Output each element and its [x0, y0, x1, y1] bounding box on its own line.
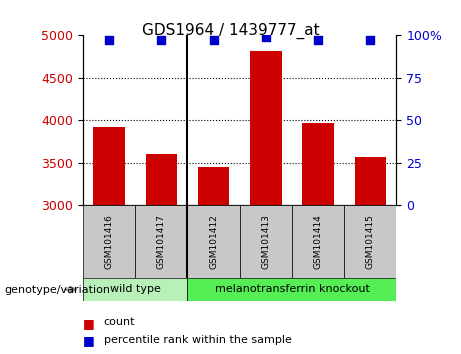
- Text: GDS1964 / 1439777_at: GDS1964 / 1439777_at: [142, 23, 319, 39]
- Text: GSM101413: GSM101413: [261, 214, 270, 269]
- Bar: [94, 127, 125, 205]
- Bar: [198, 167, 229, 205]
- Bar: [302, 123, 334, 205]
- Text: count: count: [104, 317, 135, 327]
- Text: ■: ■: [83, 317, 95, 330]
- Text: genotype/variation: genotype/variation: [5, 285, 111, 295]
- Point: [158, 38, 165, 43]
- Text: wild type: wild type: [110, 284, 161, 295]
- Bar: [250, 51, 282, 205]
- Point: [210, 38, 217, 43]
- FancyBboxPatch shape: [292, 205, 344, 278]
- Text: GSM101417: GSM101417: [157, 214, 166, 269]
- FancyBboxPatch shape: [83, 278, 188, 301]
- FancyBboxPatch shape: [240, 205, 292, 278]
- Text: GSM101416: GSM101416: [105, 214, 113, 269]
- Point: [106, 38, 113, 43]
- Text: ■: ■: [83, 335, 95, 348]
- Text: GSM101412: GSM101412: [209, 214, 218, 269]
- Point: [366, 38, 374, 43]
- Point: [314, 38, 322, 43]
- Bar: [355, 157, 386, 205]
- FancyBboxPatch shape: [83, 205, 135, 278]
- FancyBboxPatch shape: [344, 205, 396, 278]
- FancyBboxPatch shape: [188, 278, 396, 301]
- Text: GSM101414: GSM101414: [313, 214, 323, 269]
- Point: [262, 34, 270, 40]
- Text: percentile rank within the sample: percentile rank within the sample: [104, 335, 292, 344]
- Text: GSM101415: GSM101415: [366, 214, 375, 269]
- Text: melanotransferrin knockout: melanotransferrin knockout: [214, 284, 369, 295]
- Bar: [146, 154, 177, 205]
- FancyBboxPatch shape: [135, 205, 188, 278]
- FancyBboxPatch shape: [188, 205, 240, 278]
